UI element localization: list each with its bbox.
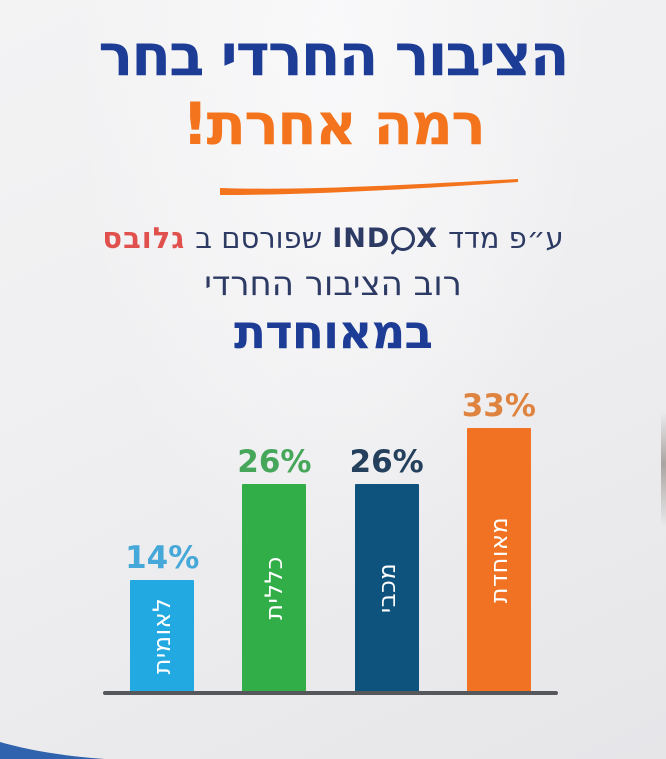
bar-group: 14% לאומית: [125, 542, 199, 692]
bar: כללית: [242, 484, 307, 692]
title-underline-brush: [220, 179, 518, 195]
bar: מכבי: [354, 484, 419, 692]
bar-category-label: לאומית: [148, 597, 177, 675]
indox-text-right: X: [416, 223, 439, 255]
title-block: הציבור החרדי בחר רמה אחרת!: [0, 20, 666, 157]
value-label: 26%: [237, 444, 312, 481]
subtitle-line-1: ע״פ מדד IND X שפורסם ב גלובס: [0, 220, 666, 258]
bar-group: 33% מאוחדת: [462, 390, 536, 692]
bar-category-label: כללית: [260, 556, 289, 620]
value-label: 14%: [125, 540, 200, 577]
magnifier-o-icon: [391, 226, 416, 251]
indox-logo: IND X: [332, 221, 438, 256]
bar: לאומית: [130, 580, 195, 692]
bar-category-label: מכבי: [372, 562, 401, 614]
brush-stroke-path: [220, 179, 518, 195]
subtitle-line-2: רוב הציבור החרדי: [204, 263, 462, 304]
bar: מאוחדת: [466, 428, 531, 692]
value-label: 26%: [349, 444, 424, 481]
subtitle-prefix: ע״פ מדד: [448, 221, 564, 255]
x-axis-line: [103, 691, 558, 695]
curve-path: [0, 742, 105, 759]
value-label: 33%: [461, 388, 536, 425]
bar-chart: 14% לאומית 26% כללית 26% מכבי 33% מאוחדת: [103, 374, 558, 695]
bar-row: 14% לאומית 26% כללית 26% מכבי 33% מאוחדת: [103, 390, 558, 692]
bar-group: 26% כללית: [237, 444, 312, 692]
globes-logo: גלובס: [102, 221, 186, 255]
bar-category-label: מאוחדת: [484, 516, 513, 604]
subtitle-block: ע״פ מדד IND X שפורסם ב גלובס רוב הציבור ה…: [0, 220, 666, 361]
title-line-2: רמה אחרת!: [182, 89, 486, 158]
subtitle-line-3: במאוחדת: [233, 305, 433, 361]
photo-edge-artifact: [661, 412, 666, 527]
bottom-left-curve: [0, 742, 105, 759]
bar-group: 26% מכבי: [350, 446, 424, 692]
indox-text-left: IND: [332, 223, 391, 255]
title-line-1: הציבור החרדי בחר: [98, 21, 569, 89]
subtitle-published: שפורסם ב: [195, 221, 323, 255]
